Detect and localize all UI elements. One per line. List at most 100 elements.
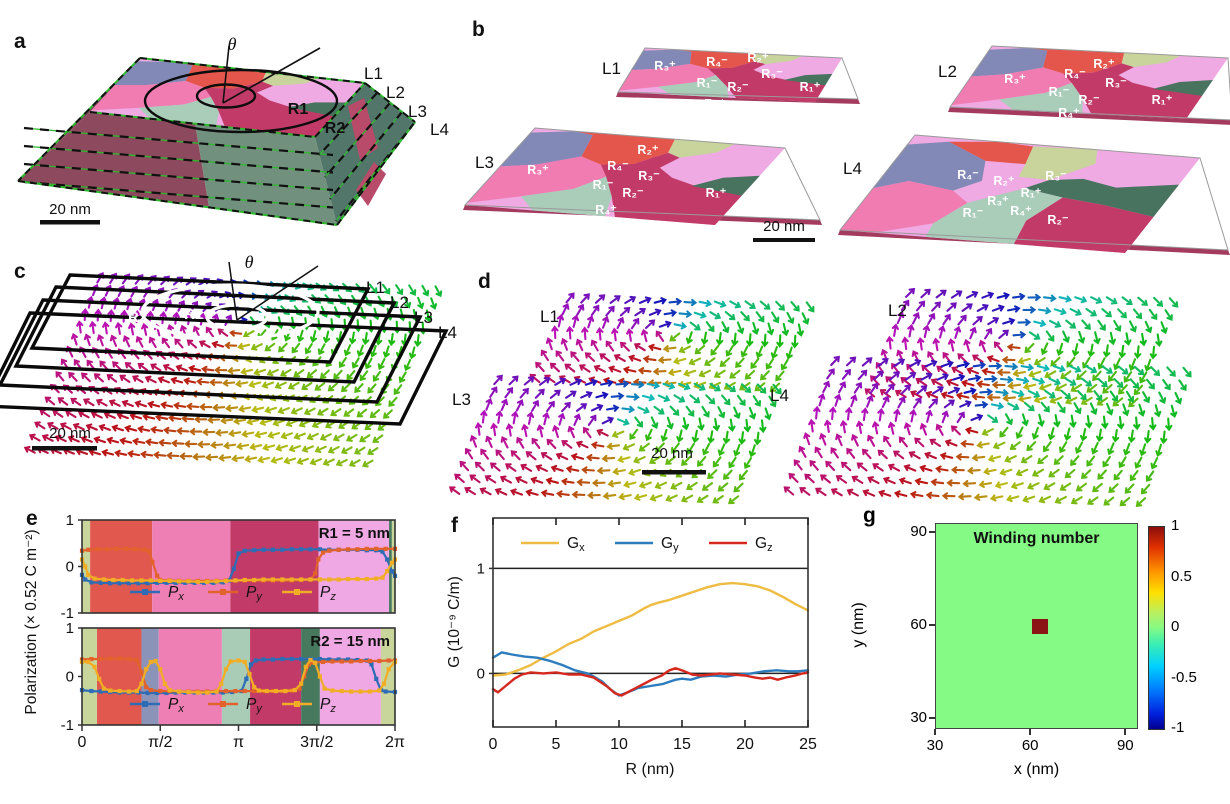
vector-arrow [723,381,736,391]
vector-arrow [145,438,159,446]
series-marker [289,577,294,582]
vector-arrow [654,442,665,453]
vector-arrow [354,383,364,393]
vector-arrow [691,429,699,444]
vector-arrow [657,394,671,403]
vector-arrow [369,344,377,358]
vector-arrow [115,321,123,335]
panel-e-label: e [26,507,38,530]
vector-arrow [1089,402,1098,416]
domain-bluegray [971,47,1048,77]
series-marker [367,689,373,694]
vector-arrow [972,361,987,369]
vector-arrow [474,461,485,472]
vector-arrow [1026,441,1037,452]
vector-arrow [713,369,726,378]
vector-arrow [372,434,384,443]
vector-arrow [1118,456,1127,469]
vector-arrow [417,296,425,310]
vector-arrow [657,356,672,364]
vector-arrow [554,377,567,386]
vector-arrow [996,292,1010,300]
vector-arrow [367,319,375,333]
vector-arrow [919,464,933,472]
domain-label: R₂⁺ [1093,57,1115,71]
x-tick-label: 0 [489,736,498,753]
vector-arrow [1024,342,1035,354]
vector-arrow [448,486,461,495]
vector-arrow [1162,378,1171,391]
vector-arrow [605,305,615,317]
series-marker [223,688,229,694]
vector-arrow [689,394,701,404]
vector-arrow [304,343,313,355]
vector-arrow [957,353,968,364]
vector-arrow [464,486,477,496]
vector-arrow [257,456,271,464]
vector-arrow [1012,369,1026,377]
x-tick-label: 10 [610,736,628,753]
vector-arrow [210,441,224,449]
vector-arrow [965,426,979,435]
vector-arrow [851,475,864,484]
vector-arrow [803,432,811,446]
vector-arrow [966,467,981,475]
vector-arrow [116,412,129,420]
vector-arrow [1033,357,1046,366]
vector-arrow [694,344,706,355]
phase-band [318,520,390,613]
y-tick-label: 1 [66,620,74,637]
vector-arrow [645,428,653,442]
vector-arrow [733,406,741,420]
series-marker [389,569,394,574]
domain-label: R₃⁺ [654,59,676,73]
vector-arrow [976,441,990,449]
vector-arrow [1182,366,1192,378]
series-marker [153,658,158,664]
vector-arrow [1044,370,1057,379]
vector-arrow [142,413,156,421]
vector-arrow [561,303,570,316]
series-marker [148,659,153,665]
vector-arrow [743,418,752,433]
vector-arrow [1142,391,1151,404]
vector-arrow [196,378,210,386]
vector-arrow [1135,497,1147,508]
vector-arrow [576,478,591,486]
vector-arrow [978,480,993,488]
vector-arrow [736,394,746,407]
vector-arrow [340,446,353,455]
art-shape: z [767,542,773,554]
vector-arrow [945,378,959,387]
vector-arrow [846,488,859,497]
legend-label: Py [246,584,263,603]
terrace-line-dashed [318,92,378,156]
vector-arrow [916,385,928,395]
legend-marker [220,589,226,595]
vector-arrow [293,432,306,440]
series-marker [306,662,312,667]
vector-arrow [976,380,990,388]
series-line-Gz [491,666,810,697]
vector-arrow [1015,376,1030,385]
vector-arrow [660,428,668,443]
vector-arrow [1092,370,1102,382]
art-shape: y [255,591,263,603]
vector-arrow [1150,457,1159,470]
x-tick-label: π [233,734,244,751]
vector-arrow [775,370,785,382]
vector-arrow [220,416,234,425]
vector-arrow [351,357,360,369]
vector-arrow [186,402,200,410]
vector-arrow [738,469,748,481]
layer-slabs-render [463,45,1230,255]
vector-arrow [682,417,690,431]
vector-arrow [93,373,104,383]
vector-arrow [1004,455,1017,463]
vector-arrow [814,487,827,497]
vector-arrow [911,312,920,325]
vector-arrow [127,450,141,458]
vector-arrow [484,475,497,484]
vector-arrow [1117,415,1125,430]
vector-arrow [479,487,492,496]
